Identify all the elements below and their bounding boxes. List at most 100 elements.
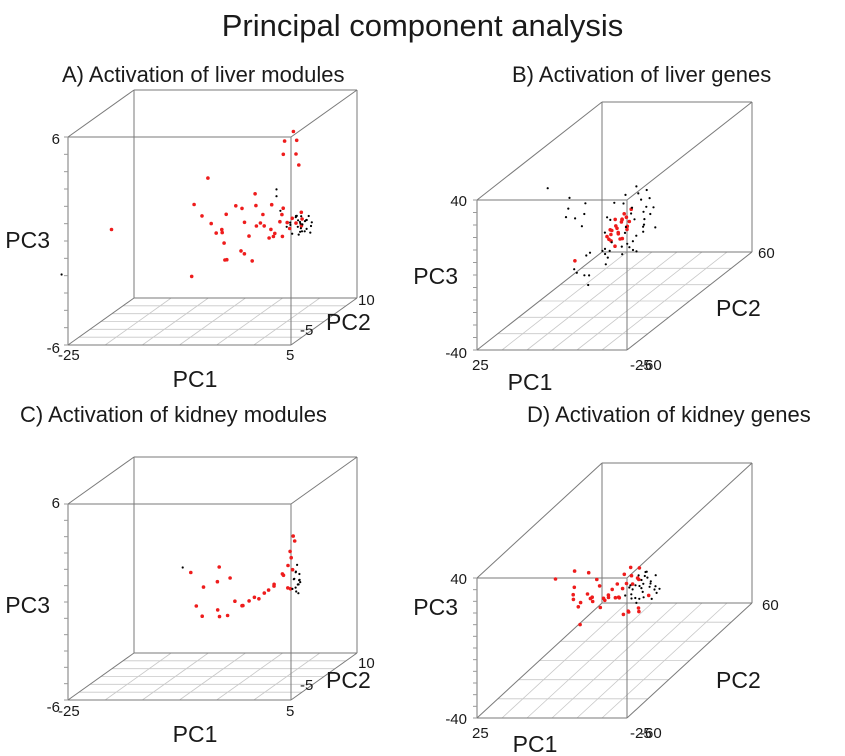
data-point-highlight bbox=[200, 214, 204, 218]
data-point-highlight bbox=[269, 227, 273, 232]
y-tick-label: -5 bbox=[300, 322, 313, 339]
data-point-other bbox=[645, 188, 648, 192]
data-point-other bbox=[655, 591, 658, 595]
x-axis-label: PC1 bbox=[173, 366, 218, 392]
data-point-highlight bbox=[242, 252, 247, 256]
data-point-highlight bbox=[291, 129, 296, 134]
data-point-other bbox=[299, 227, 302, 230]
x-tick-label: 25 bbox=[472, 357, 489, 374]
panel-d-chart: 25 -25-60 60 40 -40 PC1 PC2 PC3 bbox=[413, 462, 779, 756]
data-point-other bbox=[568, 196, 571, 199]
data-point-other bbox=[603, 231, 607, 234]
data-point-other bbox=[181, 566, 184, 569]
data-point-highlight bbox=[637, 566, 642, 570]
data-point-other bbox=[293, 577, 296, 580]
y-axis-label: PC2 bbox=[716, 295, 761, 321]
x-tick-label: 5 bbox=[286, 703, 294, 720]
data-point-highlight bbox=[217, 565, 221, 569]
data-point-other bbox=[641, 590, 644, 594]
data-point-highlight bbox=[572, 569, 577, 573]
z-tick-label: -40 bbox=[445, 345, 467, 362]
data-point-highlight bbox=[595, 577, 599, 582]
data-point-other bbox=[603, 247, 607, 250]
data-point-other bbox=[601, 249, 604, 252]
y-tick-label: 10 bbox=[358, 292, 375, 309]
data-point-other bbox=[275, 195, 278, 198]
data-point-other bbox=[640, 578, 643, 582]
z-tick-label: 40 bbox=[450, 571, 467, 588]
box-edge bbox=[67, 297, 135, 346]
data-point-other bbox=[291, 587, 294, 591]
data-point-other bbox=[583, 212, 586, 216]
data-point-other bbox=[298, 572, 301, 576]
data-point-other bbox=[644, 570, 647, 574]
data-point-highlight bbox=[622, 572, 627, 577]
data-point-other bbox=[303, 230, 306, 233]
y-tick-label: 60 bbox=[758, 245, 775, 262]
data-point-highlight bbox=[294, 152, 298, 156]
data-point-other bbox=[574, 217, 577, 220]
data-point-other bbox=[567, 207, 570, 210]
data-point-other bbox=[649, 212, 652, 216]
data-point-other bbox=[613, 201, 616, 204]
data-point-highlight bbox=[616, 232, 621, 236]
data-point-other bbox=[630, 212, 633, 215]
data-point-other bbox=[299, 230, 302, 233]
data-point-other bbox=[638, 597, 641, 600]
data-point-highlight bbox=[597, 584, 602, 588]
z-axis-label: PC3 bbox=[413, 594, 458, 620]
data-point-highlight bbox=[619, 220, 624, 224]
data-point-other bbox=[584, 202, 587, 205]
data-point-highlight bbox=[285, 220, 290, 225]
data-point-highlight bbox=[617, 596, 622, 600]
data-point-highlight bbox=[629, 573, 634, 578]
data-point-other bbox=[588, 251, 592, 254]
box-edge bbox=[67, 652, 135, 701]
data-point-highlight bbox=[620, 586, 625, 591]
data-point-highlight bbox=[242, 220, 247, 225]
data-point-highlight bbox=[613, 595, 618, 600]
data-point-highlight bbox=[613, 217, 617, 222]
y-tick-label: 60 bbox=[762, 597, 779, 614]
data-point-highlight bbox=[220, 230, 224, 235]
box-edge bbox=[290, 89, 358, 138]
data-point-highlight bbox=[613, 244, 617, 248]
data-point-other bbox=[285, 225, 288, 228]
data-point-other bbox=[297, 233, 300, 236]
data-point-other bbox=[610, 241, 613, 244]
data-point-highlight bbox=[266, 588, 271, 592]
box-edge bbox=[476, 251, 603, 351]
data-point-highlight bbox=[605, 234, 609, 239]
panel-c-chart: -25 5 -5 10 6 -6 PC1 PC2 PC3 bbox=[5, 456, 375, 747]
box-edge bbox=[626, 462, 753, 579]
data-point-highlight bbox=[299, 210, 304, 215]
data-point-other bbox=[275, 188, 278, 191]
data-point-highlight bbox=[609, 232, 613, 237]
data-point-highlight bbox=[571, 597, 576, 602]
data-point-other bbox=[635, 601, 638, 605]
data-point-highlight bbox=[288, 587, 293, 591]
data-point-highlight bbox=[280, 572, 285, 576]
z-tick-label: 40 bbox=[450, 193, 467, 210]
data-point-other bbox=[633, 218, 636, 221]
data-point-other bbox=[609, 218, 612, 221]
data-point-other bbox=[630, 593, 633, 596]
data-point-other bbox=[297, 219, 300, 222]
data-point-other bbox=[604, 252, 607, 256]
data-point-highlight bbox=[215, 579, 220, 584]
data-point-other bbox=[585, 254, 588, 257]
data-point-highlight bbox=[628, 565, 633, 570]
data-point-highlight bbox=[297, 163, 301, 167]
data-point-other bbox=[649, 582, 652, 585]
data-point-highlight bbox=[625, 227, 629, 232]
data-point-highlight bbox=[253, 192, 257, 196]
data-point-other bbox=[604, 263, 607, 266]
data-point-highlight bbox=[240, 206, 244, 211]
data-point-highlight bbox=[606, 593, 611, 597]
data-point-highlight bbox=[220, 227, 224, 232]
data-point-highlight bbox=[215, 608, 220, 612]
z-tick-label: 6 bbox=[52, 495, 60, 512]
data-point-highlight bbox=[269, 202, 274, 207]
z-axis-label: PC3 bbox=[5, 592, 50, 618]
